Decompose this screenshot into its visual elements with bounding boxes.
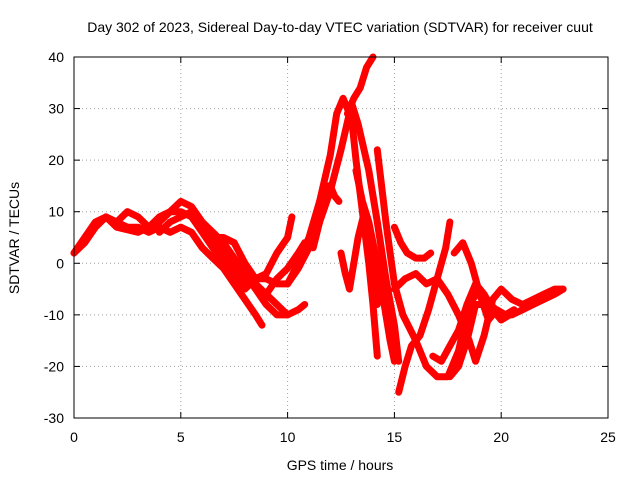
- series-line-sat-i: [343, 53, 377, 118]
- x-tick-label: 15: [387, 429, 403, 445]
- y-tick-label: 0: [56, 255, 64, 271]
- series-line-sat-d: [155, 208, 292, 319]
- series-line-sat-c: [113, 99, 403, 365]
- series-line-sat-n: [390, 270, 567, 365]
- series-line-sat-q: [446, 301, 514, 381]
- series-line-sat-r: [262, 239, 309, 298]
- y-tick-label: 30: [48, 101, 64, 117]
- series-line-sat-l: [395, 218, 454, 396]
- x-tick-label: 25: [600, 429, 616, 445]
- ticks: 0 5 10 15 20 25 -30 -20 -10 0 10 20 30 40: [44, 49, 616, 445]
- y-tick-label: -20: [44, 358, 64, 374]
- y-tick-label: -30: [44, 410, 64, 426]
- y-tick-label: 40: [48, 49, 64, 65]
- series-line-sat-m: [390, 223, 435, 262]
- x-axis-label: GPS time / hours: [287, 457, 394, 473]
- y-tick-label: 20: [48, 152, 64, 168]
- series-line-sat-k: [373, 146, 567, 381]
- series-group: [70, 53, 567, 396]
- series-line-sat-f: [284, 94, 381, 360]
- x-tick-label: 20: [493, 429, 509, 445]
- x-tick-label: 0: [70, 429, 78, 445]
- series-line-sat-e: [198, 213, 296, 283]
- series-line-sat-g: [309, 182, 343, 252]
- plot-frame: [73, 56, 609, 419]
- x-tick-label: 10: [280, 429, 296, 445]
- x-tick-label: 5: [177, 429, 185, 445]
- series-line-sat-h: [337, 208, 381, 308]
- y-axis-label: SDTVAR / TECUs: [6, 182, 22, 294]
- chart-title: Day 302 of 2023, Sidereal Day-to-day VTE…: [87, 19, 593, 35]
- series-line-sat-j: [352, 167, 398, 365]
- y-tick-label: -10: [44, 307, 64, 323]
- y-tick-label: 10: [48, 204, 64, 220]
